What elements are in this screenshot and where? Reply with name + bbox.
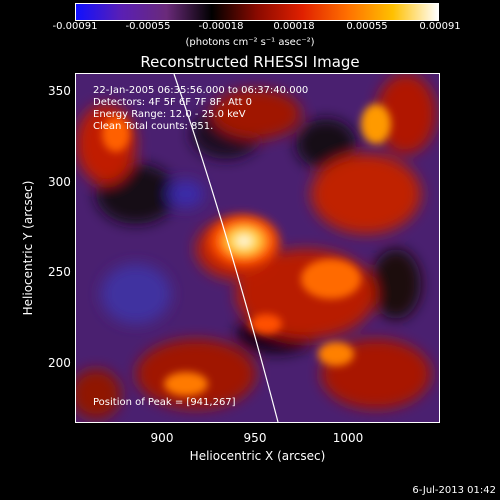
solar-limb (173, 74, 279, 422)
y-tick-label: 350 (48, 84, 71, 98)
colorbar-tick-label: -0.00055 (125, 21, 171, 32)
image-title: Reconstructed RHESSI Image (140, 53, 360, 71)
y-tick-label: 250 (48, 265, 71, 279)
energy-range-label: Energy Range: 12.0 - 25.0 keV (93, 109, 246, 120)
timestamp: 6-Jul-2013 01:42 (412, 485, 496, 496)
flare-peak (204, 211, 284, 271)
peak-position-label: Position of Peak = [941,267] (93, 397, 236, 408)
colorbar (75, 3, 439, 21)
rhessi-image (75, 73, 440, 423)
y-tick-label: 200 (48, 356, 71, 370)
colorbar-units: (photons cm⁻² s⁻¹ asec⁻²) (185, 37, 315, 48)
colorbar-tick-label: -0.00091 (52, 21, 98, 32)
clean-counts-label: Clean Total counts: 851. (93, 121, 214, 132)
time-range-label: 22-Jan-2005 06:35:56.000 to 06:37:40.000 (93, 85, 309, 96)
x-tick-label: 950 (243, 431, 267, 445)
flux-map (76, 74, 439, 422)
colorbar-tick-label: 0.00091 (419, 21, 461, 32)
x-tick-label: 1000 (332, 431, 364, 445)
y-axis-label: Heliocentric Y (arcsec) (21, 180, 35, 316)
x-tick-label: 900 (150, 431, 174, 445)
colorbar-tick-label: 0.00018 (273, 21, 315, 32)
colorbar-tick-label: 0.00055 (346, 21, 388, 32)
colorbar-tick-label: -0.00018 (198, 21, 244, 32)
y-tick-label: 300 (48, 175, 71, 189)
x-axis-label: Heliocentric X (arcsec) (189, 449, 326, 463)
detectors-label: Detectors: 4F 5F 6F 7F 8F, Att 0 (93, 97, 253, 108)
